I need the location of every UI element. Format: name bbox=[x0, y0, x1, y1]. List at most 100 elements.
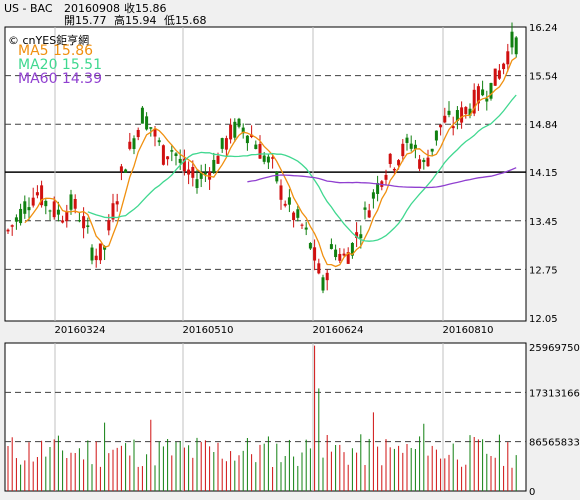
legend-ma60: MA60 14.39 bbox=[18, 71, 102, 87]
copyright-icon: © bbox=[8, 34, 19, 47]
candle-body bbox=[371, 192, 375, 199]
ma20-line bbox=[87, 94, 517, 242]
candle-body bbox=[220, 138, 224, 149]
candle-body bbox=[367, 210, 371, 218]
candle-body bbox=[128, 141, 132, 149]
candle-body bbox=[98, 243, 102, 261]
close-label: 收15.86 bbox=[124, 2, 167, 15]
candle-body bbox=[107, 220, 111, 231]
legend-ma20: MA20 15.51 bbox=[18, 57, 102, 73]
candle-body bbox=[61, 220, 65, 223]
candle-body bbox=[485, 98, 489, 102]
candle-body bbox=[40, 185, 44, 206]
candle-body bbox=[153, 129, 157, 137]
candle-body bbox=[166, 156, 170, 160]
candle-body bbox=[136, 129, 140, 138]
candle-body bbox=[245, 135, 249, 144]
candle-body bbox=[447, 110, 451, 115]
candle-body bbox=[111, 203, 115, 220]
candle-body bbox=[287, 197, 291, 205]
candle-body bbox=[300, 224, 304, 226]
candle-body bbox=[392, 168, 396, 171]
vol-tick-label: 259697500 bbox=[529, 343, 580, 354]
y-tick-label: 12.75 bbox=[529, 265, 558, 276]
candle-body bbox=[14, 217, 18, 222]
candle-body bbox=[493, 68, 497, 86]
candle-body bbox=[350, 243, 354, 256]
candle-body bbox=[132, 138, 136, 150]
candle-body bbox=[384, 174, 388, 180]
candle-body bbox=[489, 82, 493, 99]
candle-body bbox=[65, 211, 69, 221]
x-tick-label: 20160624 bbox=[313, 325, 364, 336]
legend-ma5: MA5 15.86 bbox=[18, 43, 94, 59]
candle-body bbox=[237, 118, 241, 127]
watermark-text: cnYES鉅亨網 bbox=[22, 34, 90, 47]
candle-body bbox=[250, 134, 254, 138]
candle-body bbox=[422, 159, 426, 163]
candle-body bbox=[426, 157, 430, 167]
candle-body bbox=[52, 201, 56, 218]
candle-body bbox=[329, 244, 333, 249]
ma60-line bbox=[247, 167, 517, 189]
candle-body bbox=[317, 263, 321, 274]
candle-body bbox=[346, 252, 350, 264]
candle-body bbox=[140, 107, 144, 124]
candle-body bbox=[292, 212, 296, 221]
candle-body bbox=[338, 253, 342, 261]
candle-body bbox=[283, 203, 287, 206]
candle-body bbox=[464, 107, 468, 114]
candle-body bbox=[254, 144, 258, 150]
candle-body bbox=[418, 159, 422, 169]
candle-body bbox=[203, 173, 207, 175]
candle-body bbox=[178, 158, 182, 163]
candle-body bbox=[388, 153, 392, 164]
candle-body bbox=[443, 115, 447, 123]
candle-body bbox=[73, 198, 77, 209]
vol-tick-label: 86565833 bbox=[529, 438, 580, 449]
date-label: 20160908 bbox=[64, 2, 120, 15]
candle-body bbox=[279, 185, 283, 200]
candle-body bbox=[476, 86, 480, 104]
candle-body bbox=[271, 157, 275, 159]
candle-body bbox=[94, 255, 98, 261]
candle-body bbox=[199, 172, 203, 179]
candle-body bbox=[401, 143, 405, 157]
vol-tick-label: 173131667 bbox=[529, 388, 580, 399]
candle-body bbox=[31, 197, 35, 206]
candle-body bbox=[77, 220, 81, 222]
candle-body bbox=[405, 137, 409, 143]
x-tick-label: 20160510 bbox=[183, 325, 234, 336]
open-label: 開15.77 bbox=[64, 14, 107, 27]
cnyes-watermark: © cnYES鉅亨網 bbox=[8, 32, 89, 48]
candle-body bbox=[258, 144, 262, 159]
candle-body bbox=[510, 31, 514, 48]
candle-body bbox=[224, 138, 228, 150]
x-tick-label: 20160810 bbox=[443, 325, 494, 336]
candle-body bbox=[170, 150, 174, 152]
candle-body bbox=[187, 169, 191, 175]
candle-body bbox=[161, 145, 165, 165]
candle-body bbox=[90, 247, 94, 261]
candle-body bbox=[6, 229, 10, 232]
candle-body bbox=[430, 148, 434, 152]
candle-body bbox=[439, 124, 443, 128]
candle-body bbox=[69, 194, 73, 210]
candle-body bbox=[481, 89, 485, 96]
candle-body bbox=[48, 210, 52, 212]
candle-body bbox=[514, 37, 518, 55]
candle-body bbox=[82, 216, 86, 229]
candle-body bbox=[359, 234, 363, 239]
candle-body bbox=[502, 63, 506, 70]
candle-body bbox=[241, 127, 245, 134]
y-tick-label: 12.05 bbox=[529, 314, 558, 325]
candle-body bbox=[191, 166, 195, 178]
y-tick-label: 14.84 bbox=[529, 120, 558, 131]
candle-body bbox=[397, 160, 401, 166]
candle-body bbox=[334, 249, 338, 258]
candle-body bbox=[363, 207, 367, 210]
candle-body bbox=[124, 169, 128, 173]
candle-body bbox=[119, 166, 123, 172]
candle-body bbox=[10, 225, 14, 227]
